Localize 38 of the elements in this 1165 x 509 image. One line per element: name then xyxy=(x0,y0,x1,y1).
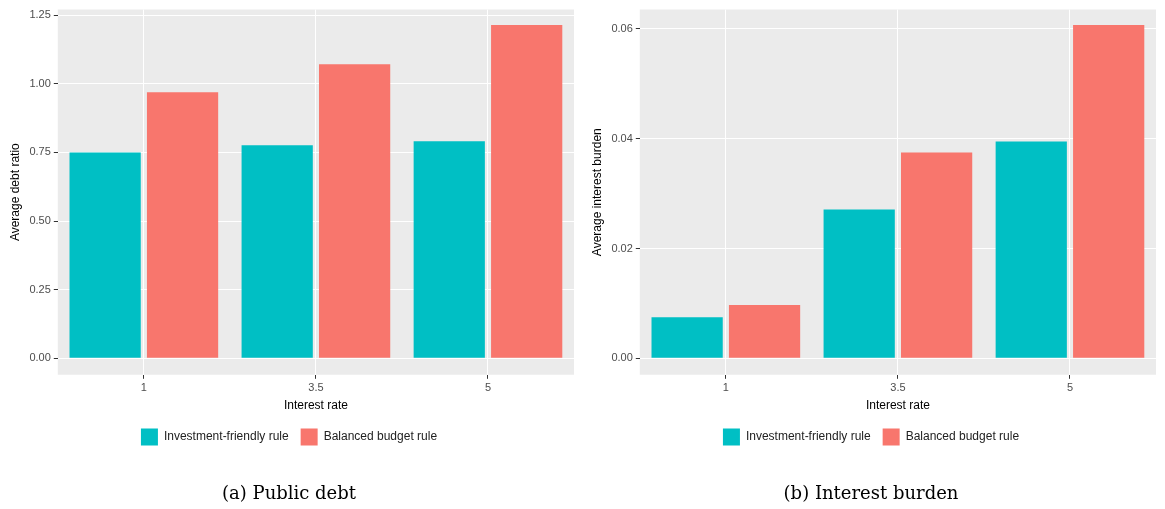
x-tick-label: 5 xyxy=(1066,381,1074,394)
x-axis-title: Interest rate xyxy=(865,397,931,412)
bar xyxy=(728,305,801,358)
y-tick-label: 0.00 xyxy=(611,351,633,364)
y-tick-label: 1.00 xyxy=(29,76,51,89)
text: (a) Public debt xyxy=(222,481,357,503)
y-tick-label: 1.25 xyxy=(29,8,51,21)
bar xyxy=(413,141,485,358)
bar xyxy=(901,152,973,358)
text: (b) Interest burden xyxy=(783,481,959,503)
y-tick-label: 0.50 xyxy=(29,214,51,227)
bar xyxy=(651,317,723,358)
x-tick-label: 3.5 xyxy=(890,381,906,394)
y-tick-label: 0.00 xyxy=(29,351,51,364)
bar xyxy=(823,209,895,358)
bar xyxy=(69,152,141,358)
legend-label: Investment-friendly rule xyxy=(163,429,289,444)
bar xyxy=(319,64,391,358)
y-axis-title: Average interest burden xyxy=(589,128,604,257)
bar xyxy=(146,92,219,358)
x-axis-title: Interest rate xyxy=(283,397,349,412)
x-tick-label: 3.5 xyxy=(308,381,324,394)
y-tick-label: 0.04 xyxy=(611,131,633,144)
legend-label: Balanced budget rule xyxy=(905,429,1020,444)
y-tick-label: 0.06 xyxy=(611,21,633,34)
y-tick-label: 0.75 xyxy=(29,145,51,158)
legend-label: Balanced budget rule xyxy=(323,429,438,444)
bar xyxy=(241,145,313,358)
x-tick-label: 1 xyxy=(140,381,147,394)
x-tick-label: 5 xyxy=(484,381,492,394)
legend-label: Investment-friendly rule xyxy=(745,429,871,444)
y-tick-label: 0.25 xyxy=(29,282,51,295)
bar xyxy=(491,24,563,358)
x-tick-label: 1 xyxy=(722,381,729,394)
y-axis-title: Average debt ratio xyxy=(7,142,22,242)
bar xyxy=(995,141,1067,358)
y-tick-label: 0.02 xyxy=(611,241,633,254)
bar xyxy=(1073,24,1145,358)
